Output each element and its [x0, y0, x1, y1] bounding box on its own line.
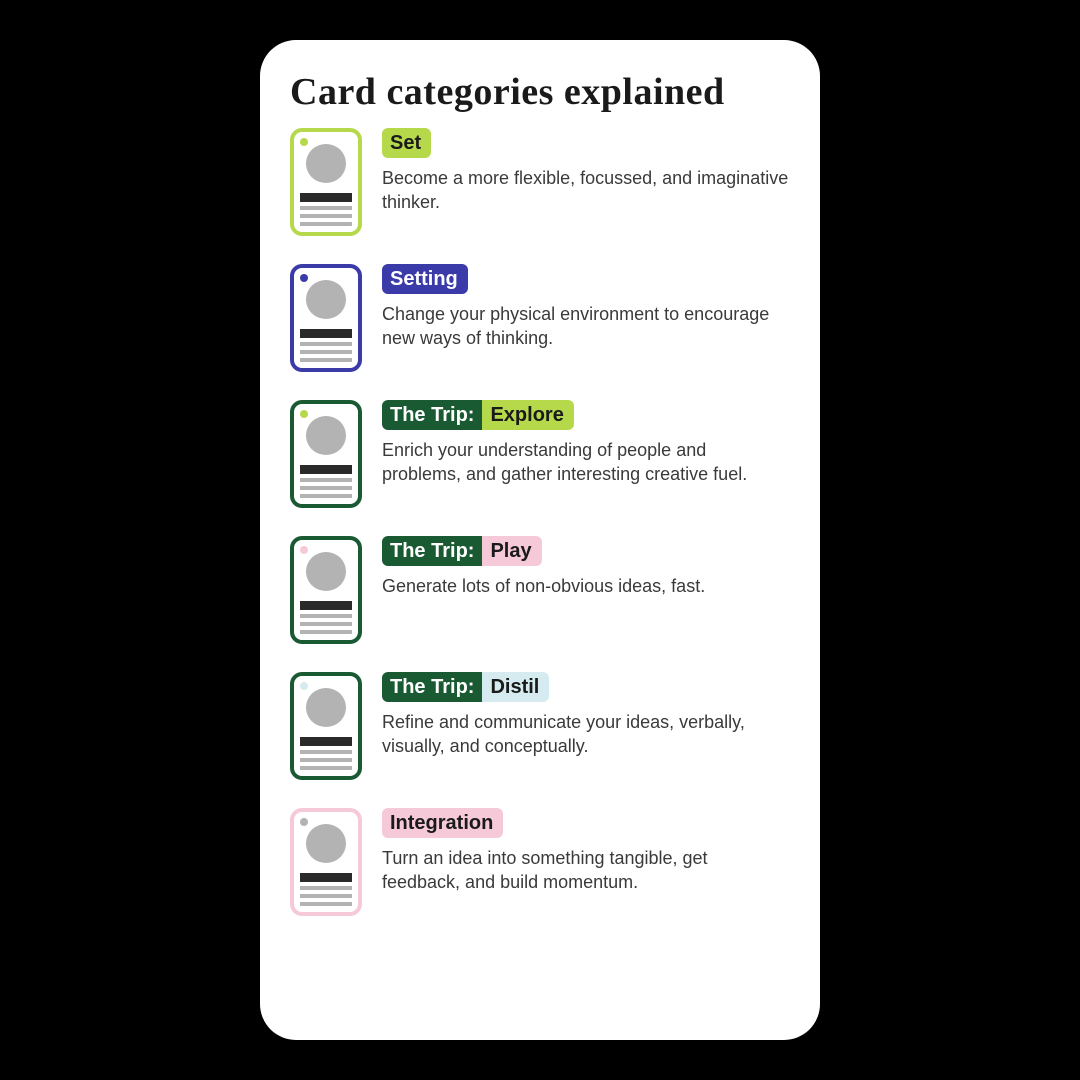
category-label: Set — [382, 128, 431, 158]
card-dot-icon — [300, 410, 308, 418]
card-line-icon — [300, 358, 352, 362]
category-label: Explore — [482, 400, 573, 430]
category-trip-distil: The Trip:Distil Refine and communicate yo… — [290, 672, 790, 780]
category-label: Play — [482, 536, 541, 566]
category-set: Set Become a more flexible, focussed, and… — [290, 128, 790, 236]
card-line-icon — [300, 886, 352, 890]
category-label: The Trip: — [382, 672, 484, 702]
info-panel: Card categories explained Set Become a mo… — [260, 40, 820, 1040]
card-bar-icon — [300, 873, 352, 883]
category-description: Refine and communicate your ideas, verba… — [382, 710, 790, 759]
category-description: Enrich your understanding of people and … — [382, 438, 790, 487]
card-line-icon — [300, 630, 352, 634]
category-label: Integration — [382, 808, 503, 838]
card-circle-icon — [306, 280, 346, 319]
card-dot-icon — [300, 818, 308, 826]
category-label: Distil — [482, 672, 549, 702]
card-line-icon — [300, 758, 352, 762]
category-trip-explore: The Trip:Explore Enrich your understandin… — [290, 400, 790, 508]
card-circle-icon — [306, 144, 346, 183]
category-label: The Trip: — [382, 536, 484, 566]
category-labels: Setting — [382, 264, 468, 294]
card-bar-icon — [300, 465, 352, 475]
card-line-icon — [300, 902, 352, 906]
card-line-icon — [300, 614, 352, 618]
card-bar-icon — [300, 601, 352, 611]
category-list: Set Become a more flexible, focussed, and… — [290, 128, 790, 916]
category-labels: The Trip:Explore — [382, 400, 574, 430]
card-line-icon — [300, 622, 352, 626]
category-body: The Trip:Play Generate lots of non-obviou… — [382, 536, 790, 598]
category-body: Setting Change your physical environment … — [382, 264, 790, 351]
mini-card-icon — [290, 672, 362, 780]
page-title: Card categories explained — [290, 70, 790, 114]
card-bar-icon — [300, 329, 352, 339]
category-description: Generate lots of non-obvious ideas, fast… — [382, 574, 790, 598]
card-line-icon — [300, 478, 352, 482]
card-bar-icon — [300, 737, 352, 747]
mini-card-icon — [290, 400, 362, 508]
mini-card-icon — [290, 536, 362, 644]
card-dot-icon — [300, 682, 308, 690]
mini-card-icon — [290, 808, 362, 916]
card-line-icon — [300, 494, 352, 498]
card-line-icon — [300, 214, 352, 218]
card-line-icon — [300, 206, 352, 210]
category-labels: Set — [382, 128, 431, 158]
card-line-icon — [300, 222, 352, 226]
card-circle-icon — [306, 416, 346, 455]
category-label: Setting — [382, 264, 468, 294]
category-labels: The Trip:Distil — [382, 672, 549, 702]
card-bar-icon — [300, 193, 352, 203]
category-description: Turn an idea into something tangible, ge… — [382, 846, 790, 895]
category-body: Integration Turn an idea into something t… — [382, 808, 790, 895]
mini-card-icon — [290, 264, 362, 372]
category-body: The Trip:Distil Refine and communicate yo… — [382, 672, 790, 759]
category-description: Change your physical environment to enco… — [382, 302, 790, 351]
category-labels: The Trip:Play — [382, 536, 542, 566]
category-setting: Setting Change your physical environment … — [290, 264, 790, 372]
category-description: Become a more flexible, focussed, and im… — [382, 166, 790, 215]
category-integration: Integration Turn an idea into something t… — [290, 808, 790, 916]
mini-card-icon — [290, 128, 362, 236]
card-circle-icon — [306, 688, 346, 727]
category-body: The Trip:Explore Enrich your understandin… — [382, 400, 790, 487]
card-dot-icon — [300, 138, 308, 146]
category-body: Set Become a more flexible, focussed, and… — [382, 128, 790, 215]
card-line-icon — [300, 342, 352, 346]
card-line-icon — [300, 350, 352, 354]
card-circle-icon — [306, 824, 346, 863]
card-line-icon — [300, 894, 352, 898]
card-line-icon — [300, 750, 352, 754]
category-label: The Trip: — [382, 400, 484, 430]
card-dot-icon — [300, 546, 308, 554]
card-dot-icon — [300, 274, 308, 282]
category-trip-play: The Trip:Play Generate lots of non-obviou… — [290, 536, 790, 644]
category-labels: Integration — [382, 808, 503, 838]
card-line-icon — [300, 486, 352, 490]
card-line-icon — [300, 766, 352, 770]
card-circle-icon — [306, 552, 346, 591]
